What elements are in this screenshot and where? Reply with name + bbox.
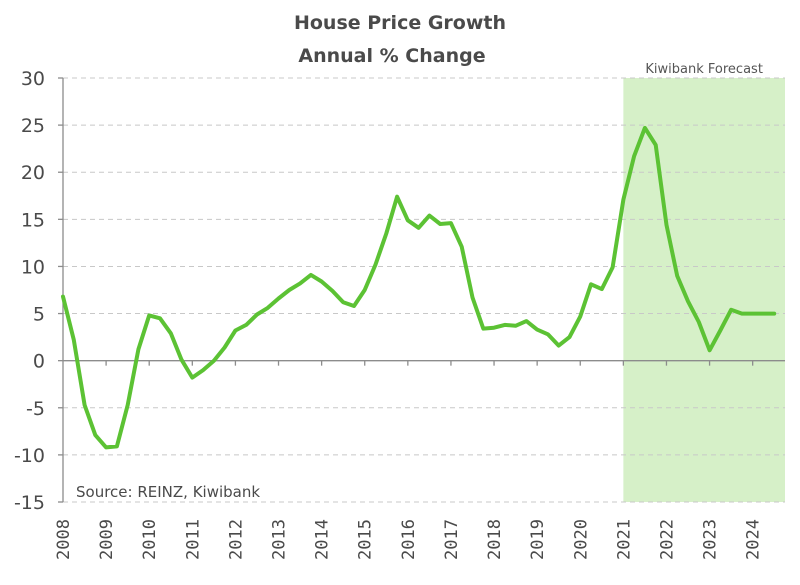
x-tick-label: 2018 — [485, 519, 505, 560]
x-tick-label: 2024 — [744, 519, 764, 560]
x-tick-label: 2019 — [528, 519, 548, 560]
x-tick-label: 2009 — [97, 519, 117, 560]
x-tick-label: 2021 — [614, 519, 634, 560]
x-tick-label: 2016 — [399, 519, 419, 560]
chart-title: House Price Growth — [294, 12, 506, 34]
forecast-band-label: Kiwibank Forecast — [645, 62, 763, 77]
y-tick-label: 10 — [21, 256, 45, 278]
y-tick-labels: 30 25 20 15 10 5 0 -5 -10 -15 — [14, 68, 45, 514]
x-tick-label: 2022 — [657, 519, 677, 560]
forecast-band-layer — [623, 78, 785, 502]
y-tick-label: 0 — [33, 351, 45, 373]
x-tick-label: 2023 — [701, 519, 721, 560]
y-tick-label: 25 — [21, 115, 45, 137]
x-tick-label: 2017 — [442, 519, 462, 560]
series-layer — [61, 125, 777, 450]
chart-subtitle: Annual % Change — [298, 45, 485, 67]
y-tick-label: 30 — [21, 68, 45, 90]
x-tick-label: 2015 — [356, 519, 376, 560]
source-note: Source: REINZ, Kiwibank — [76, 483, 260, 501]
x-tick-label: 2008 — [54, 519, 74, 560]
y-tick-label: -5 — [26, 398, 45, 420]
x-tick-label: 2013 — [270, 519, 290, 560]
y-tick-label: -15 — [14, 492, 45, 514]
y-tick-label: 20 — [21, 162, 45, 184]
y-tick-label: 15 — [21, 209, 45, 231]
x-tick-labels: 2008 2009 2010 2011 2012 2013 2014 2015 2016 2017… — [54, 519, 764, 560]
axes — [58, 77, 785, 503]
y-tick-label: -10 — [14, 445, 45, 467]
y-tick-label: 5 — [33, 304, 45, 326]
x-tick-label: 2014 — [313, 519, 333, 560]
forecast-band — [623, 78, 785, 502]
x-tick-label: 2012 — [226, 519, 246, 560]
x-tick-label: 2020 — [571, 519, 591, 560]
x-tick-label: 2010 — [140, 519, 160, 560]
x-tick-label: 2011 — [183, 519, 203, 560]
